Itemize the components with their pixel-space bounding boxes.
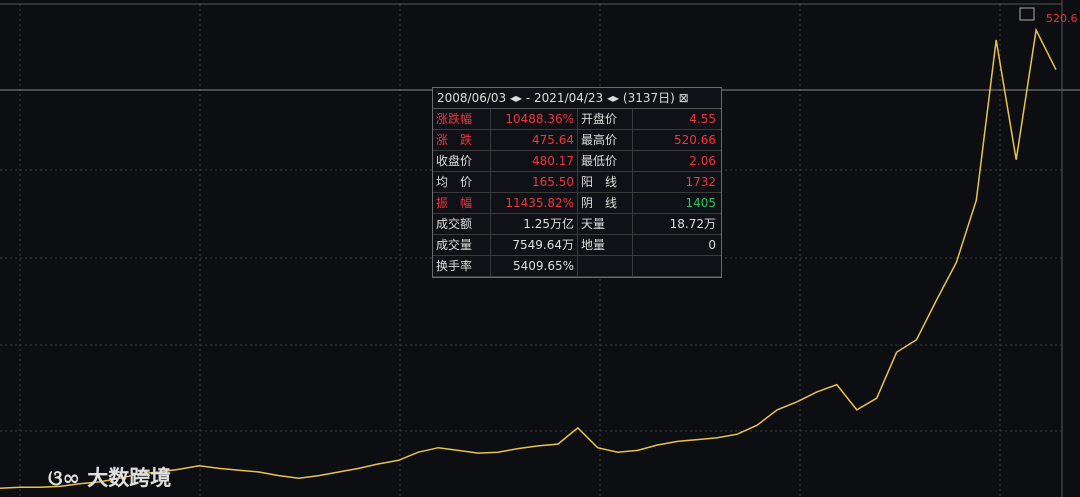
stat-label: 收盘价 bbox=[433, 151, 491, 171]
separator: - bbox=[525, 91, 531, 105]
stats-row: 换手率 5409.65% bbox=[433, 256, 721, 277]
stat-value bbox=[633, 256, 719, 276]
stat-label bbox=[578, 256, 633, 276]
stats-row: 收盘价 480.17 最低价 2.06 bbox=[433, 151, 721, 172]
stat-label: 换手率 bbox=[433, 256, 491, 276]
stats-row: 涨跌幅 10488.36% 开盘价 4.55 bbox=[433, 109, 721, 130]
stat-value: 1405 bbox=[685, 196, 716, 210]
stat-value: 7549.64万 bbox=[491, 235, 578, 255]
stats-row: 成交量 7549.64万 地量 0 bbox=[433, 235, 721, 256]
stat-label: 最高价 bbox=[578, 130, 633, 150]
stat-label: 地量 bbox=[578, 235, 633, 255]
stat-label: 阴 线 bbox=[578, 193, 633, 213]
stat-label: 开盘价 bbox=[578, 109, 633, 129]
stat-value: 1732 bbox=[685, 175, 716, 189]
stat-label: 成交量 bbox=[433, 235, 491, 255]
stat-value: 165.50 bbox=[491, 172, 578, 192]
span: (3137日) bbox=[622, 91, 675, 105]
start-date: 2008/06/03 bbox=[437, 91, 507, 105]
stat-value: 0 bbox=[708, 238, 716, 252]
stat-label: 最低价 bbox=[578, 151, 633, 171]
stat-value: 475.64 bbox=[491, 130, 578, 150]
stats-row: 振 幅 11435.82% 阴 线 1405 bbox=[433, 193, 721, 214]
watermark: ଓ∞ 大数跨境 bbox=[48, 466, 172, 490]
stat-value: 520.66 bbox=[674, 133, 716, 147]
stat-label: 振 幅 bbox=[433, 193, 491, 213]
stat-label: 成交额 bbox=[433, 214, 491, 234]
watermark-text: 大数跨境 bbox=[87, 466, 172, 490]
stats-row: 涨 跌 475.64 最高价 520.66 bbox=[433, 130, 721, 151]
panel-header: 2008/06/03 ◂▸ - 2021/04/23 ◂▸ (3137日) ⊠ bbox=[433, 88, 721, 109]
stat-label: 阳 线 bbox=[578, 172, 633, 192]
stat-label: 涨跌幅 bbox=[433, 109, 491, 129]
end-date: 2021/04/23 bbox=[534, 91, 604, 105]
stat-value: 1.25万亿 bbox=[491, 214, 578, 234]
stat-value: 10488.36% bbox=[491, 109, 578, 129]
stat-value: 11435.82% bbox=[491, 193, 578, 213]
stat-label: 涨 跌 bbox=[433, 130, 491, 150]
stat-value: 4.55 bbox=[689, 112, 716, 126]
stat-value: 5409.65% bbox=[491, 256, 578, 276]
stat-label: 均 价 bbox=[433, 172, 491, 192]
stats-panel: 2008/06/03 ◂▸ - 2021/04/23 ◂▸ (3137日) ⊠ … bbox=[432, 87, 722, 278]
stat-value: 2.06 bbox=[689, 154, 716, 168]
price-line bbox=[0, 27, 1057, 489]
max-label: 520.6 bbox=[1046, 12, 1078, 25]
stat-value: 480.17 bbox=[491, 151, 578, 171]
stat-value: 18.72万 bbox=[669, 217, 716, 231]
stats-row: 成交额 1.25万亿 天量 18.72万 bbox=[433, 214, 721, 235]
icon bbox=[1019, 7, 1035, 21]
stats-row: 均 价 165.50 阳 线 1732 bbox=[433, 172, 721, 193]
stat-label: 天量 bbox=[578, 214, 633, 234]
